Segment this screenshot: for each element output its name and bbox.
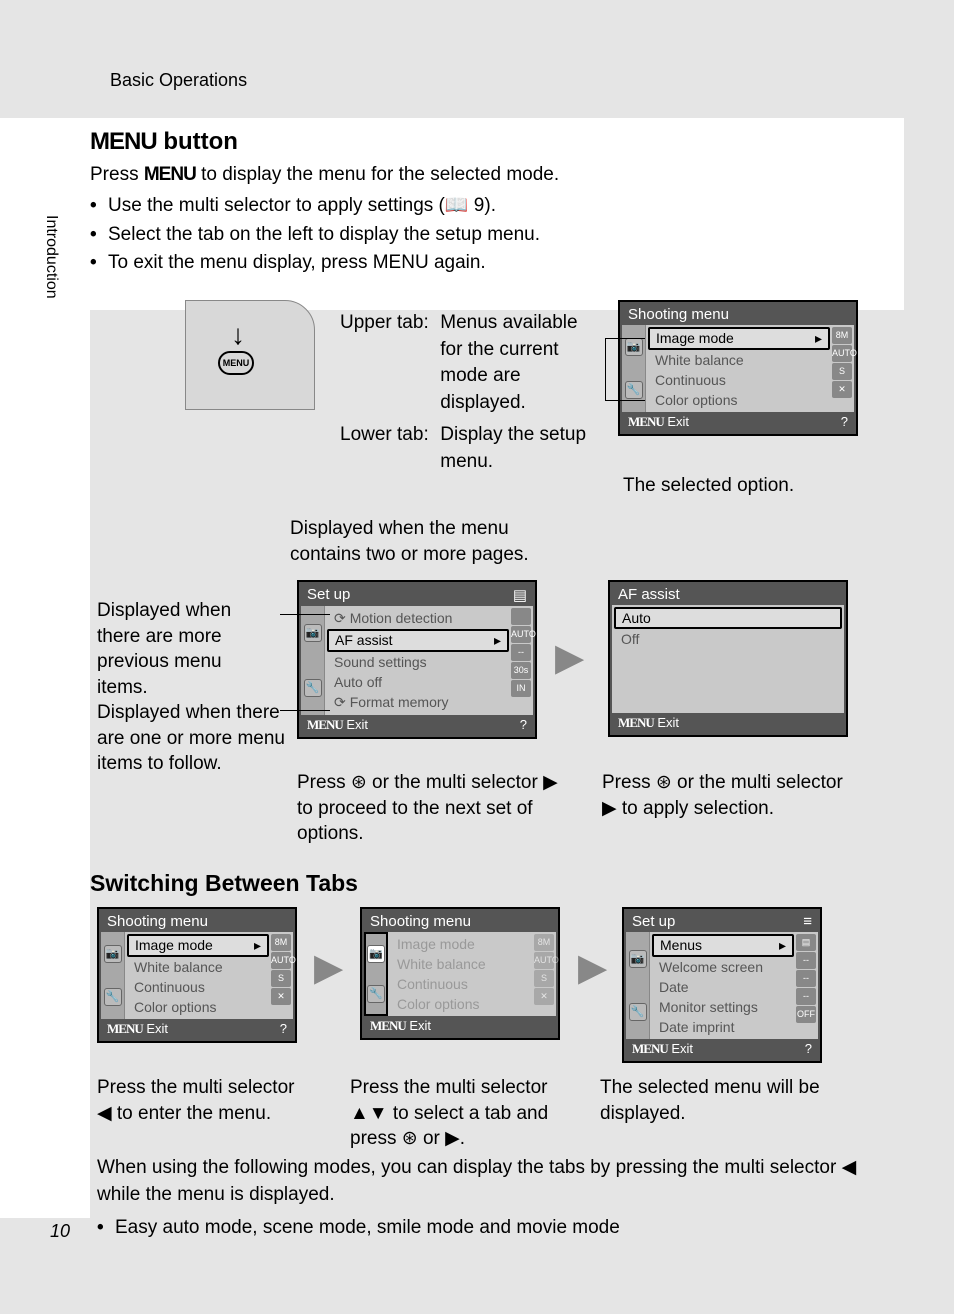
section-title-menu-button: MENU button — [90, 128, 904, 156]
lcd-item: White balance — [127, 957, 269, 977]
lcd-item: White balance — [390, 954, 532, 974]
scroll-icon: ▤ — [513, 586, 527, 604]
lcd-title: Set up — [632, 913, 675, 930]
lcd-item: Image mode — [390, 934, 532, 954]
menu-word: MENU — [90, 128, 157, 155]
lcd-item: Continuous — [390, 974, 532, 994]
lcd-item: Continuous — [127, 977, 269, 997]
intro-line: Press MENU to display the menu for the s… — [90, 164, 904, 186]
lcd-item: White balance — [648, 350, 830, 370]
lcd-item: Date — [652, 977, 794, 997]
wrench-tab-icon: 🔧 — [304, 679, 322, 697]
switch-caption-a: Press the multi selector ◀ to enter the … — [97, 1075, 307, 1126]
camera-tab-icon: 📷 — [625, 338, 643, 356]
setting-icon: -- — [511, 644, 531, 661]
lcd-title: Set up — [307, 586, 350, 604]
lcd-setup-menu: Set up ▤ 📷 🔧 ⟳Motion detection AF assist… — [297, 580, 537, 739]
intro-pre: Press — [90, 164, 144, 185]
prev-items-caption: Displayed when there are more previous m… — [97, 598, 277, 701]
setting-icon: AUTO — [511, 626, 531, 643]
lcd-item: AF assist▸ — [327, 629, 509, 652]
help-icon: ? — [841, 414, 848, 430]
lcd-item: Welcome screen — [652, 957, 794, 977]
lcd-item: Color options — [127, 997, 269, 1017]
lcd-title: Shooting menu — [364, 911, 556, 932]
arrow-right-icon: ▶ — [578, 945, 607, 990]
lcd-switch-c: Set up≡ 📷🔧 Menus▸ Welcome screen Date Mo… — [622, 907, 822, 1063]
lower-tab-label: Lower tab: — [340, 422, 435, 449]
tab-descriptions: Upper tab: Menus available for the curre… — [340, 310, 600, 476]
bullet-list: Use the multi selector to apply settings… — [90, 192, 904, 278]
bottom-bullet: Easy auto mode, scene mode, smile mode a… — [115, 1217, 620, 1239]
intro-post: to display the menu for the selected mod… — [196, 164, 559, 185]
press-ok-proceed-caption: Press ⊛ or the multi selector ▶ to proce… — [297, 770, 577, 847]
page-header: Basic Operations — [110, 70, 247, 91]
lower-tab-text: Display the setup menu. — [440, 422, 590, 475]
lcd-item: Monitor settings — [652, 997, 794, 1017]
side-tab-introduction: Introduction — [38, 205, 64, 339]
lcd-item: Auto — [614, 607, 842, 629]
lcd-item: Sound settings — [327, 652, 509, 672]
menu-label: MENU — [628, 414, 664, 429]
title-suffix: button — [157, 128, 238, 155]
two-pages-caption: Displayed when the menu contains two or … — [290, 516, 570, 567]
bullet-item: Use the multi selector to apply settings… — [108, 192, 904, 221]
press-ok-apply-caption: Press ⊛ or the multi selector ▶ to apply… — [602, 770, 862, 821]
bullet-item: To exit the menu display, press MENU aga… — [108, 249, 904, 278]
lcd-item: Off — [614, 629, 842, 649]
lcd-item: Menus▸ — [652, 934, 794, 957]
lcd-title: Shooting menu — [622, 304, 854, 325]
upper-tab-label: Upper tab: — [340, 310, 435, 337]
lcd-item: Image mode▸ — [648, 327, 830, 350]
lcd-af-assist: AF assist Auto Off MENU Exit — [608, 580, 848, 737]
arrow-right-icon: ▶ — [314, 945, 343, 990]
follow-items-caption: Displayed when there are one or more men… — [97, 700, 287, 777]
section-title-switching: Switching Between Tabs — [90, 870, 358, 897]
lcd-item: Auto off — [327, 672, 509, 692]
lcd-item: Image mode▸ — [127, 934, 269, 957]
lcd-item: Date imprint — [652, 1017, 794, 1037]
menu-inline: MENU — [144, 164, 196, 185]
exit-label: Exit — [667, 414, 689, 429]
camera-illustration: ↓ MENU — [185, 300, 315, 410]
lcd-shooting-menu: Shooting menu 📷 🔧 Image mode▸ White bala… — [618, 300, 858, 436]
selected-option-caption: The selected option. — [623, 473, 794, 499]
bottom-paragraph: When using the following modes, you can … — [97, 1155, 884, 1208]
camera-tab-icon: 📷 — [304, 624, 322, 642]
arrow-down-icon: ↓ — [231, 319, 245, 351]
setting-icon: 8M — [832, 327, 852, 344]
setting-icon: S — [832, 363, 852, 380]
wrench-tab-icon: 🔧 — [625, 381, 643, 399]
switch-caption-c: The selected menu will be displayed. — [600, 1075, 830, 1126]
lcd-item: Color options — [390, 994, 532, 1014]
setting-icon: 30s — [511, 662, 531, 679]
switch-caption-b: Press the multi selector ▲▼ to select a … — [350, 1075, 570, 1152]
lcd-title: AF assist — [612, 584, 844, 605]
lcd-item: ⟳Motion detection — [327, 608, 509, 629]
setting-icon: AUTO — [832, 345, 852, 362]
lcd-item: Color options — [648, 390, 830, 410]
upper-tab-text: Menus available for the current mode are… — [440, 310, 590, 416]
page-number: 10 — [50, 1221, 70, 1242]
setting-icon: IN — [511, 680, 531, 697]
arrow-right-icon: ▶ — [555, 635, 584, 680]
setting-icon — [511, 608, 531, 625]
setting-icon: ✕ — [832, 381, 852, 398]
lcd-title: Shooting menu — [101, 911, 293, 932]
lcd-switch-a: Shooting menu 📷🔧 Image mode▸ White balan… — [97, 907, 297, 1043]
lcd-item: ⟳Format memory — [327, 692, 509, 713]
lcd-switch-b: Shooting menu 📷🔧 Image mode White balanc… — [360, 907, 560, 1040]
camera-menu-button: MENU — [218, 351, 254, 375]
lcd-item: Continuous — [648, 370, 830, 390]
bullet-item: Select the tab on the left to display th… — [108, 221, 904, 250]
